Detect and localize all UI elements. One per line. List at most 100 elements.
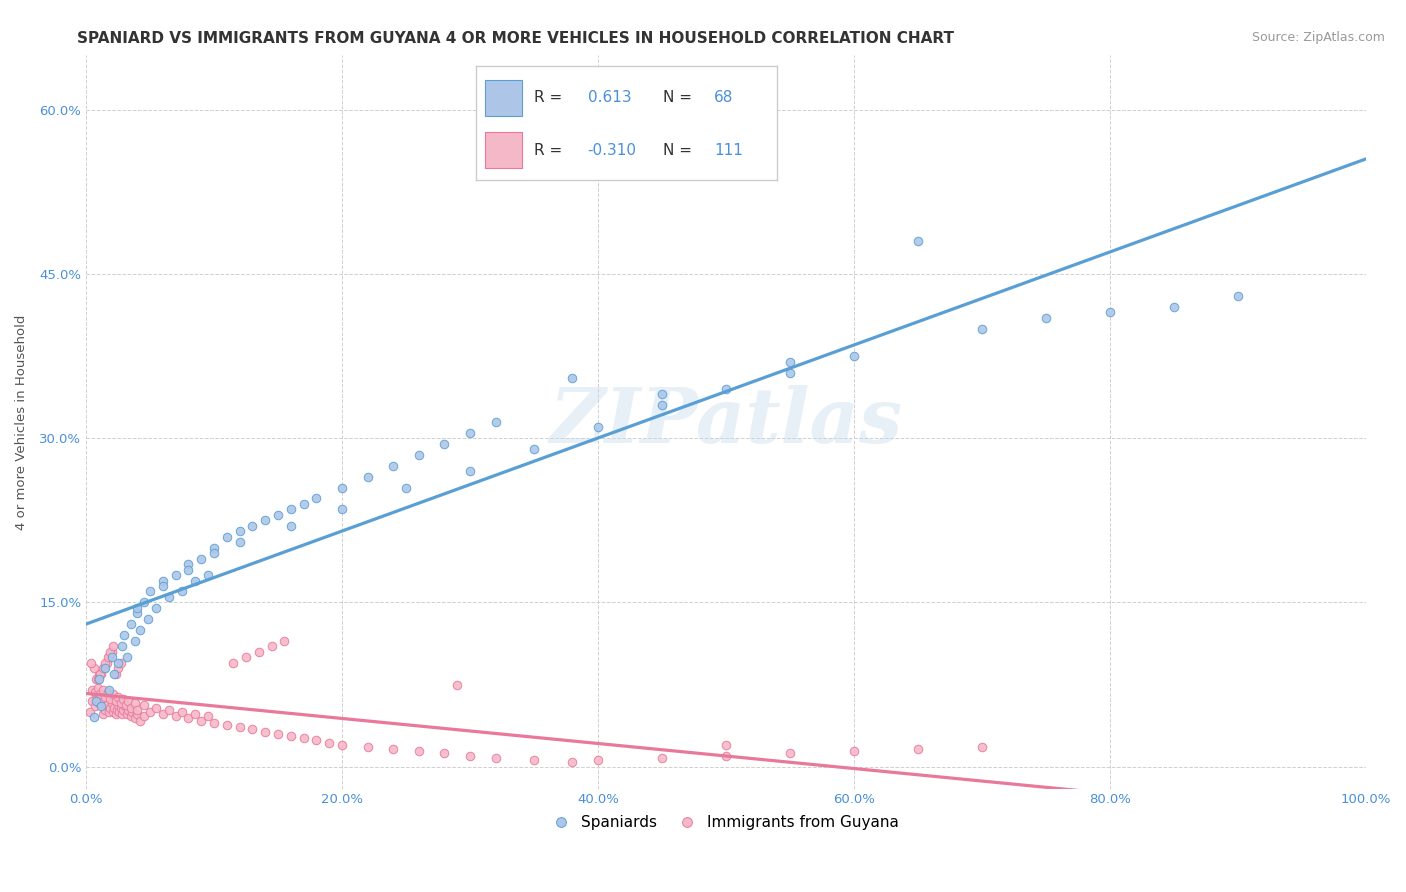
Point [89,666,111,681]
Point [139,584,162,599]
Point [433,747,456,761]
Point [127,703,149,717]
Point [84,699,107,714]
Point [267,727,290,741]
Point [107,661,129,675]
Point [104,694,127,708]
Point [1098,305,1121,319]
Y-axis label: 4 or more Vehicles in Household: 4 or more Vehicles in Household [15,314,28,530]
Point [111,639,134,653]
Point [484,415,506,429]
Point [292,497,315,511]
Point [1163,300,1185,314]
Point [484,751,506,765]
Point [779,747,801,761]
Point [202,546,225,560]
Point [83,661,105,675]
Point [110,656,132,670]
Point [132,709,155,723]
Point [145,601,167,615]
Point [124,696,146,710]
Point [110,696,132,710]
Point [90,666,112,681]
Point [105,703,128,717]
Text: ZIPatlas: ZIPatlas [550,384,903,458]
Point [305,491,328,506]
Legend: Spaniards, Immigrants from Guyana: Spaniards, Immigrants from Guyana [547,809,905,836]
Point [98,650,121,665]
Point [779,354,801,368]
Point [89,687,111,701]
Point [970,739,993,754]
Point [177,711,200,725]
Point [136,612,159,626]
Point [98,683,121,698]
Point [94,661,117,675]
Point [356,469,378,483]
Point [124,633,146,648]
Point [318,735,340,749]
Point [79,705,101,719]
Point [523,753,546,767]
Point [395,481,418,495]
Point [907,742,929,756]
Point [139,705,162,719]
Point [104,666,127,681]
Point [202,715,225,730]
Point [100,645,122,659]
Point [96,656,118,670]
Point [94,656,117,670]
Point [103,700,125,714]
Point [90,691,112,706]
Point [523,442,546,457]
Point [228,720,250,734]
Point [100,691,122,706]
Point [91,707,114,722]
Point [100,650,122,665]
Point [91,661,114,675]
Point [152,579,174,593]
Point [228,535,250,549]
Point [115,650,138,665]
Point [1035,310,1057,325]
Point [127,601,149,615]
Point [714,748,737,763]
Point [117,694,139,708]
Point [714,382,737,396]
Point [86,681,108,695]
Point [170,705,193,719]
Point [242,518,264,533]
Point [235,650,257,665]
Point [107,690,129,704]
Point [93,661,115,675]
Point [651,398,673,412]
Point [101,687,124,701]
Point [87,696,110,710]
Point [779,366,801,380]
Point [228,524,250,539]
Point [242,723,264,737]
Point [152,574,174,588]
Point [273,633,295,648]
Point [170,584,193,599]
Point [408,448,430,462]
Point [184,574,207,588]
Point [101,705,124,719]
Point [458,748,481,763]
Point [247,645,270,659]
Point [561,371,583,385]
Point [458,425,481,440]
Text: SPANIARD VS IMMIGRANTS FROM GUYANA 4 OR MORE VEHICLES IN HOUSEHOLD CORRELATION C: SPANIARD VS IMMIGRANTS FROM GUYANA 4 OR … [77,31,955,46]
Point [100,696,122,710]
Point [86,694,108,708]
Point [86,672,108,686]
Point [96,698,118,713]
Point [330,502,353,516]
Point [280,518,302,533]
Point [145,700,167,714]
Point [215,718,238,732]
Point [267,508,290,522]
Point [561,756,583,770]
Point [586,420,609,434]
Point [330,481,353,495]
